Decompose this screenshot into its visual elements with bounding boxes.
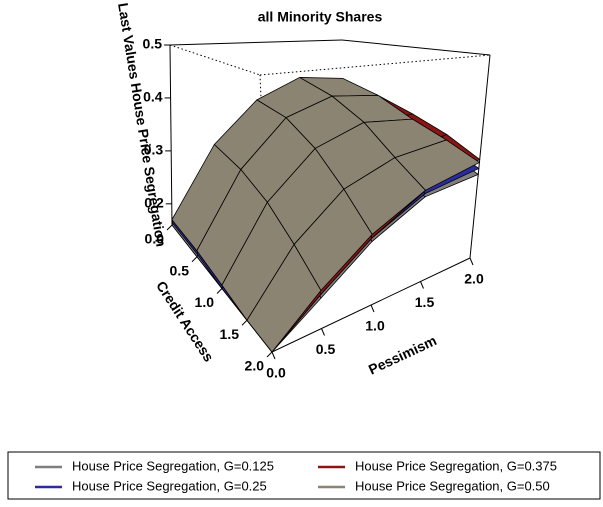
y-tick-label: 2.0 xyxy=(245,358,265,374)
y-tick-label: 1.0 xyxy=(195,294,215,310)
x-tick-label: 2.0 xyxy=(464,271,484,287)
box-edge xyxy=(469,54,491,259)
y-tick-label: 0.5 xyxy=(170,262,190,278)
x-tick xyxy=(321,328,325,336)
y-tick-label: 0.0 xyxy=(145,231,165,247)
y-tick xyxy=(241,319,248,326)
box-edge xyxy=(341,39,491,56)
box-edge xyxy=(169,44,261,76)
box-edge xyxy=(169,39,343,46)
legend-label: House Price Segregation, G=0.50 xyxy=(355,478,550,493)
y-tick xyxy=(166,224,173,231)
y-axis-title: Credit Access xyxy=(153,278,217,365)
x-tick-label: 1.0 xyxy=(365,318,385,334)
z-tick-label: 0.2 xyxy=(144,195,164,211)
surface-cell xyxy=(246,243,322,353)
x-tick xyxy=(370,304,375,313)
x-tick xyxy=(469,257,474,266)
y-tick xyxy=(216,288,223,294)
box-edge xyxy=(259,54,491,76)
y-tick xyxy=(191,256,198,263)
x-tick-label: 0.0 xyxy=(266,365,286,381)
legend-label: House Price Segregation, G=0.125 xyxy=(72,458,274,473)
y-tick-label: 1.5 xyxy=(220,326,240,342)
z-tick-label: 0.4 xyxy=(143,89,163,105)
x-tick-label: 0.5 xyxy=(316,341,336,357)
chart-title: all Minority Shares xyxy=(258,9,383,25)
z-tick-label: 0.3 xyxy=(144,142,164,158)
legend-box xyxy=(7,451,601,500)
box-edge xyxy=(169,44,173,226)
x-tick-label: 1.5 xyxy=(415,294,435,310)
y-tick xyxy=(266,351,273,358)
x-tick xyxy=(420,281,424,289)
z-tick-label: 0.5 xyxy=(143,36,163,52)
legend-label: House Price Segregation, G=0.375 xyxy=(355,458,557,473)
legend-label: House Price Segregation, G=0.25 xyxy=(72,478,267,493)
x-axis-title: Pessimism xyxy=(366,332,439,377)
x-tick xyxy=(271,351,276,360)
